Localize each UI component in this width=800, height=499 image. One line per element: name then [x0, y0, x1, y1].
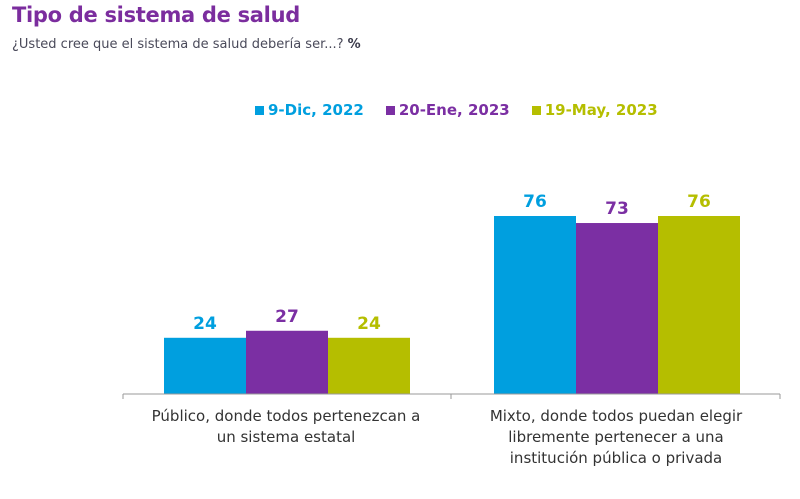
bar: [658, 216, 740, 394]
legend-swatch: [385, 105, 395, 115]
data-label: 24: [193, 314, 217, 334]
bar: [164, 337, 246, 394]
legend-swatch: [255, 105, 264, 115]
legend-swatch: [531, 105, 541, 115]
data-label: 27: [275, 307, 299, 327]
category-label-line: Público, donde todos pertenezcan a: [151, 407, 421, 425]
chart-title: Tipo de sistema de salud: [12, 3, 300, 27]
bar: [246, 330, 328, 394]
legend-item: 20-Ene, 2023: [385, 101, 510, 119]
legend-label: 19-May, 2023: [544, 101, 658, 119]
category-label-line: un sistema estatal: [216, 428, 356, 446]
data-label: 76: [523, 192, 547, 212]
category-label-line: institución pública o privada: [509, 449, 723, 467]
category-label: Mixto, donde todos puedan elegir libremen…: [452, 406, 780, 469]
bar: [328, 337, 410, 394]
subtitle-question: ¿Usted cree que el sistema de salud debe…: [12, 37, 344, 52]
legend-item: 19-May, 2023: [531, 101, 658, 119]
category-label-line: libremente pertenecer a una: [508, 428, 724, 446]
chart-subtitle: ¿Usted cree que el sistema de salud debe…: [12, 37, 361, 52]
legend-label: 9-Dic, 2022: [268, 101, 364, 119]
legend: 9-Dic, 2022 20-Ene, 2023 19-May, 2023: [255, 101, 658, 119]
category-label-line: Mixto, donde todos puedan elegir: [489, 407, 743, 425]
data-label: 24: [357, 314, 381, 334]
legend-label: 20-Ene, 2023: [398, 101, 510, 119]
data-label: 76: [687, 192, 711, 212]
category-label: Público, donde todos pertenezcan a un sis…: [118, 406, 454, 448]
subtitle-unit: %: [347, 37, 361, 52]
bar: [494, 216, 576, 394]
legend-item: 9-Dic, 2022: [255, 101, 364, 119]
data-label: 73: [605, 199, 629, 219]
bar: [576, 223, 658, 394]
